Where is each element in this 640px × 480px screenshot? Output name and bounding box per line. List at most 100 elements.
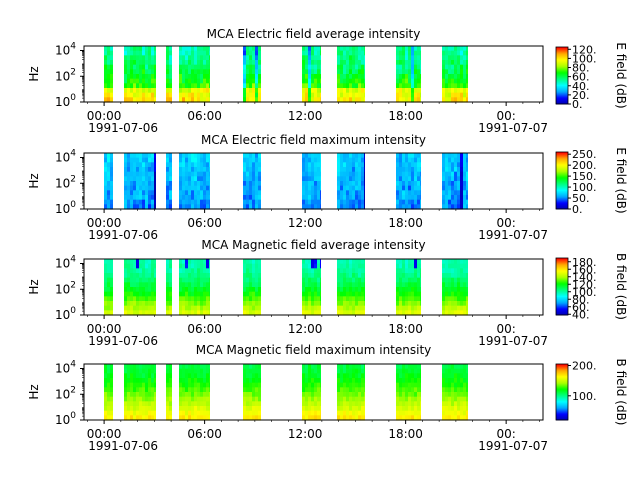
heatmap-cell xyxy=(343,46,346,52)
heatmap-cell xyxy=(305,195,308,201)
heatmap-cell xyxy=(349,157,352,163)
heatmap-cell xyxy=(343,64,346,70)
colorbar-segment xyxy=(556,83,568,85)
y-tick-label: 100 xyxy=(55,306,76,322)
heatmap-cell xyxy=(442,185,445,191)
heatmap-cell xyxy=(194,199,197,205)
heatmap-cell xyxy=(124,364,127,370)
heatmap-cell xyxy=(203,368,206,374)
heatmap-cell xyxy=(139,282,142,288)
heatmap-cell xyxy=(451,387,454,393)
heatmap-cell xyxy=(182,301,185,307)
heatmap-cell xyxy=(104,305,107,311)
heatmap-cell xyxy=(169,305,172,311)
heatmap-cell xyxy=(194,46,197,52)
heatmap-cell xyxy=(457,259,460,265)
heatmap-cell xyxy=(255,296,258,302)
heatmap-cell xyxy=(411,310,414,316)
data-block xyxy=(442,46,468,103)
heatmap-cell xyxy=(460,268,463,274)
heatmap-cell xyxy=(460,296,463,302)
heatmap-cell xyxy=(145,406,148,412)
heatmap-cell xyxy=(185,50,188,56)
heatmap-cell xyxy=(185,167,188,173)
heatmap-cell xyxy=(249,60,252,66)
heatmap-cell xyxy=(127,305,130,311)
heatmap-cell xyxy=(133,378,136,384)
heatmap-cell xyxy=(197,167,200,173)
heatmap-cell xyxy=(209,157,210,163)
heatmap-cell xyxy=(337,378,340,384)
heatmap-cell xyxy=(408,199,411,205)
heatmap-cell xyxy=(148,364,151,370)
heatmap-cell xyxy=(343,74,346,80)
heatmap-cell xyxy=(197,401,200,407)
heatmap-cell xyxy=(185,190,188,196)
heatmap-cell xyxy=(414,50,417,56)
heatmap-cell xyxy=(209,301,210,307)
heatmap-cell xyxy=(154,162,156,168)
heatmap-cell xyxy=(451,415,454,421)
heatmap-cell xyxy=(343,277,346,283)
heatmap-cell xyxy=(185,382,188,388)
heatmap-cell xyxy=(442,46,445,52)
heatmap-cell xyxy=(142,88,145,94)
heatmap-cell xyxy=(405,55,408,61)
heatmap-cell xyxy=(314,50,317,56)
heatmap-cell xyxy=(311,185,314,191)
colorbar-segment xyxy=(556,201,568,203)
heatmap-cell xyxy=(451,157,454,163)
heatmap-cell xyxy=(337,64,340,70)
heatmap-cell xyxy=(203,157,206,163)
colorbar-segment xyxy=(556,96,568,98)
heatmap-cell xyxy=(305,78,308,84)
heatmap-cell xyxy=(445,382,448,388)
heatmap-cell xyxy=(243,415,246,421)
heatmap-cell xyxy=(258,378,261,384)
heatmap-cell xyxy=(127,46,130,52)
heatmap-cell xyxy=(417,167,420,173)
heatmap-cell xyxy=(457,97,460,103)
heatmap-cell xyxy=(448,181,451,187)
heatmap-cell xyxy=(133,83,136,89)
heatmap-cell xyxy=(337,287,340,293)
heatmap-cell xyxy=(405,401,408,407)
heatmap-cell xyxy=(349,273,352,279)
heatmap-cell xyxy=(124,69,127,75)
heatmap-cell xyxy=(255,69,258,75)
heatmap-cell xyxy=(110,199,113,205)
heatmap-cell xyxy=(448,282,451,288)
heatmap-cell xyxy=(124,60,127,66)
heatmap-cell xyxy=(258,368,261,374)
heatmap-cell xyxy=(110,259,113,265)
heatmap-cell xyxy=(346,74,349,80)
heatmap-cell xyxy=(166,415,169,421)
heatmap-cell xyxy=(188,382,191,388)
heatmap-cell xyxy=(408,287,411,293)
heatmap-cell xyxy=(107,167,110,173)
heatmap-cell xyxy=(243,277,246,283)
heatmap-cell xyxy=(457,373,460,379)
heatmap-cell xyxy=(451,277,454,283)
heatmap-cell xyxy=(104,176,107,182)
heatmap-cell xyxy=(358,401,361,407)
heatmap-cell xyxy=(454,301,457,307)
heatmap-cell xyxy=(130,401,133,407)
heatmap-cell xyxy=(463,277,466,283)
heatmap-cell xyxy=(358,92,361,98)
heatmap-cell xyxy=(191,268,194,274)
heatmap-cell xyxy=(194,268,197,274)
heatmap-cell xyxy=(337,401,340,407)
heatmap-cell xyxy=(209,364,210,370)
heatmap-cell xyxy=(311,176,314,182)
heatmap-cell xyxy=(302,83,305,89)
heatmap-cell xyxy=(337,273,340,279)
heatmap-cell xyxy=(445,46,448,52)
heatmap-cell xyxy=(179,153,182,159)
heatmap-cell xyxy=(308,392,311,398)
heatmap-cell xyxy=(154,181,156,187)
heatmap-cell xyxy=(200,378,203,384)
heatmap-cell xyxy=(317,310,320,316)
heatmap-cell xyxy=(448,406,451,412)
heatmap-cell xyxy=(343,195,346,201)
